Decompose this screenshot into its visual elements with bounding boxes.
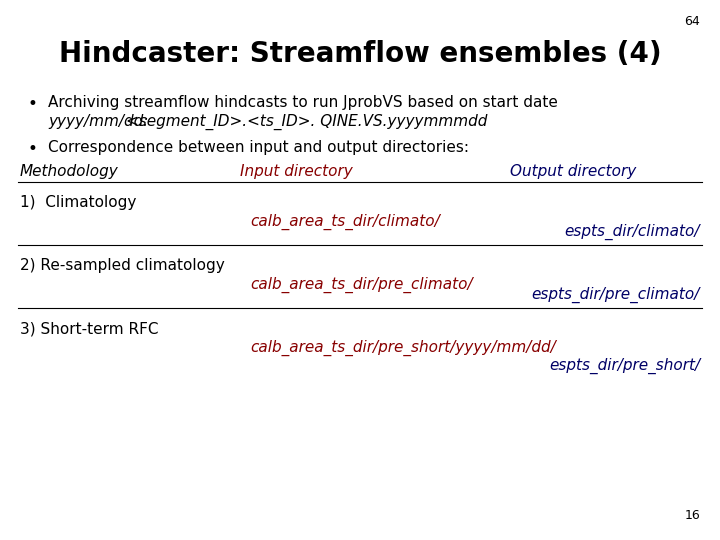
Text: calb_area_ts_dir/pre_climato/: calb_area_ts_dir/pre_climato/ — [250, 277, 472, 293]
Text: 16: 16 — [684, 509, 700, 522]
Text: espts_dir/pre_climato/: espts_dir/pre_climato/ — [531, 287, 700, 303]
Text: Input directory: Input directory — [240, 164, 353, 179]
Text: 2) Re-sampled climatology: 2) Re-sampled climatology — [20, 258, 225, 273]
Text: espts_dir/climato/: espts_dir/climato/ — [564, 224, 700, 240]
Text: 64: 64 — [684, 15, 700, 28]
Text: Archiving streamflow hindcasts to run JprobVS based on start date: Archiving streamflow hindcasts to run Jp… — [48, 95, 558, 110]
Text: 3) Short-term RFC: 3) Short-term RFC — [20, 321, 158, 336]
Text: •: • — [28, 140, 38, 158]
Text: •: • — [28, 95, 38, 113]
Text: calb_area_ts_dir/climato/: calb_area_ts_dir/climato/ — [250, 214, 440, 230]
Text: yyyy/mm/dd:: yyyy/mm/dd: — [48, 114, 163, 129]
Text: Output directory: Output directory — [510, 164, 636, 179]
Text: Correspondence between input and output directories:: Correspondence between input and output … — [48, 140, 469, 155]
Text: espts_dir/pre_short/: espts_dir/pre_short/ — [549, 358, 700, 374]
Text: Hindcaster: Streamflow ensembles (4): Hindcaster: Streamflow ensembles (4) — [59, 40, 661, 68]
Text: Methodology: Methodology — [20, 164, 119, 179]
Text: 1)  Climatology: 1) Climatology — [20, 195, 136, 210]
Text: calb_area_ts_dir/pre_short/yyyy/mm/dd/: calb_area_ts_dir/pre_short/yyyy/mm/dd/ — [250, 340, 556, 356]
Text: <segment_ID>.<ts_ID>. QINE.VS.yyyymmmdd: <segment_ID>.<ts_ID>. QINE.VS.yyyymmmdd — [126, 114, 487, 130]
